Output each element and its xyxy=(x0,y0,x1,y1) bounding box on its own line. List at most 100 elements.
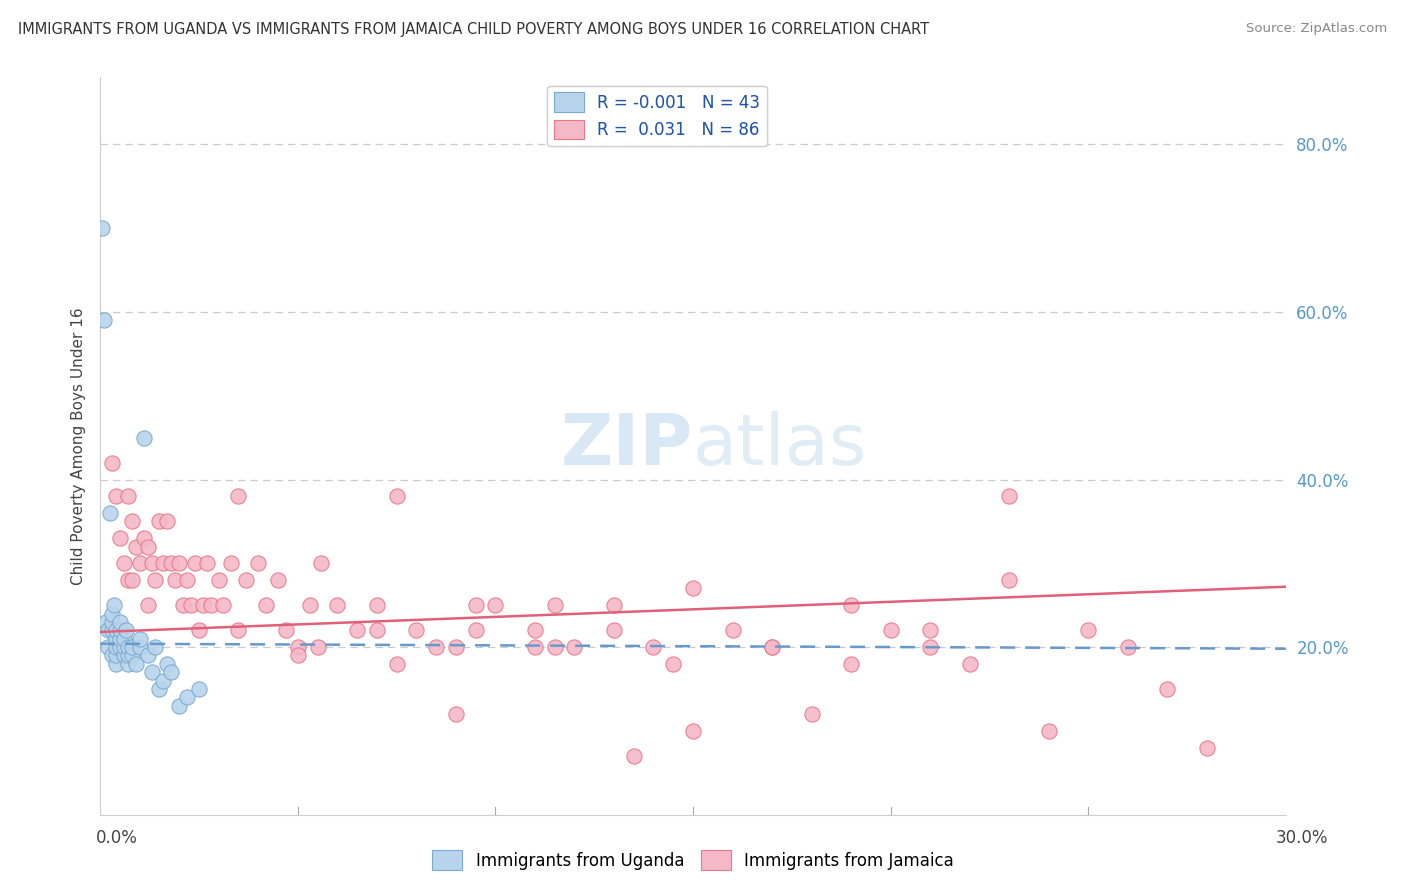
Point xyxy=(128,556,150,570)
Point xyxy=(184,556,207,570)
Point xyxy=(444,706,467,721)
Point xyxy=(761,640,783,654)
Point xyxy=(425,640,447,654)
Point xyxy=(839,657,862,671)
Point xyxy=(235,573,257,587)
Point xyxy=(761,640,783,654)
Point xyxy=(104,657,127,671)
Point xyxy=(112,556,135,570)
Point xyxy=(98,506,121,520)
Point xyxy=(662,657,685,671)
Point xyxy=(91,221,114,235)
Point xyxy=(287,640,309,654)
Point xyxy=(444,640,467,654)
Point xyxy=(191,598,214,612)
Point xyxy=(160,556,183,570)
Point xyxy=(108,615,131,629)
Point xyxy=(187,624,209,638)
Point xyxy=(148,515,170,529)
Point xyxy=(145,573,167,587)
Point xyxy=(879,624,901,638)
Point xyxy=(274,624,297,638)
Point xyxy=(97,640,120,654)
Point xyxy=(311,556,333,570)
Text: Source: ZipAtlas.com: Source: ZipAtlas.com xyxy=(1247,22,1388,36)
Point xyxy=(523,640,546,654)
Point xyxy=(117,489,139,503)
Point xyxy=(101,607,124,621)
Point xyxy=(156,515,179,529)
Point xyxy=(544,640,567,654)
Point xyxy=(366,624,388,638)
Point xyxy=(1116,640,1139,654)
Point xyxy=(152,673,174,688)
Point xyxy=(544,598,567,612)
Point xyxy=(108,632,131,646)
Point xyxy=(125,657,148,671)
Point xyxy=(93,313,115,327)
Point xyxy=(1077,624,1099,638)
Point xyxy=(484,598,506,612)
Point xyxy=(160,665,183,680)
Point xyxy=(219,556,242,570)
Point xyxy=(101,648,124,663)
Point xyxy=(298,598,321,612)
Point xyxy=(114,624,136,638)
Point xyxy=(121,515,143,529)
Point xyxy=(117,657,139,671)
Legend: R = -0.001   N = 43, R =  0.031   N = 86: R = -0.001 N = 43, R = 0.031 N = 86 xyxy=(547,86,766,146)
Point xyxy=(132,431,155,445)
Point xyxy=(254,598,277,612)
Point xyxy=(104,640,127,654)
Point xyxy=(94,615,117,629)
Point xyxy=(385,657,408,671)
Point xyxy=(211,598,233,612)
Point xyxy=(643,640,665,654)
Point xyxy=(208,573,231,587)
Point xyxy=(228,624,250,638)
Point xyxy=(682,723,704,738)
Point xyxy=(267,573,290,587)
Point xyxy=(148,681,170,696)
Point xyxy=(121,640,143,654)
Point xyxy=(405,624,427,638)
Point xyxy=(101,615,124,629)
Point xyxy=(800,706,823,721)
Point xyxy=(172,598,194,612)
Point xyxy=(136,540,159,554)
Point xyxy=(125,540,148,554)
Point xyxy=(385,489,408,503)
Point xyxy=(176,573,198,587)
Point xyxy=(366,598,388,612)
Point xyxy=(132,531,155,545)
Point xyxy=(176,690,198,705)
Point xyxy=(128,640,150,654)
Text: ZIP: ZIP xyxy=(561,411,693,481)
Point xyxy=(195,556,218,570)
Point xyxy=(112,632,135,646)
Point xyxy=(959,657,981,671)
Point xyxy=(141,665,163,680)
Point xyxy=(287,648,309,663)
Point xyxy=(97,624,120,638)
Point xyxy=(104,489,127,503)
Text: atlas: atlas xyxy=(693,411,868,481)
Point xyxy=(141,556,163,570)
Y-axis label: Child Poverty Among Boys Under 16: Child Poverty Among Boys Under 16 xyxy=(72,307,86,585)
Point xyxy=(464,624,486,638)
Text: 30.0%: 30.0% xyxy=(1277,829,1329,847)
Point xyxy=(104,624,127,638)
Point xyxy=(346,624,368,638)
Point xyxy=(104,632,127,646)
Text: 0.0%: 0.0% xyxy=(96,829,138,847)
Point xyxy=(1156,681,1178,696)
Point xyxy=(128,632,150,646)
Point xyxy=(1195,740,1218,755)
Point xyxy=(247,556,270,570)
Point xyxy=(603,624,626,638)
Point xyxy=(682,582,704,596)
Point xyxy=(117,573,139,587)
Point xyxy=(117,640,139,654)
Point xyxy=(136,598,159,612)
Point xyxy=(108,531,131,545)
